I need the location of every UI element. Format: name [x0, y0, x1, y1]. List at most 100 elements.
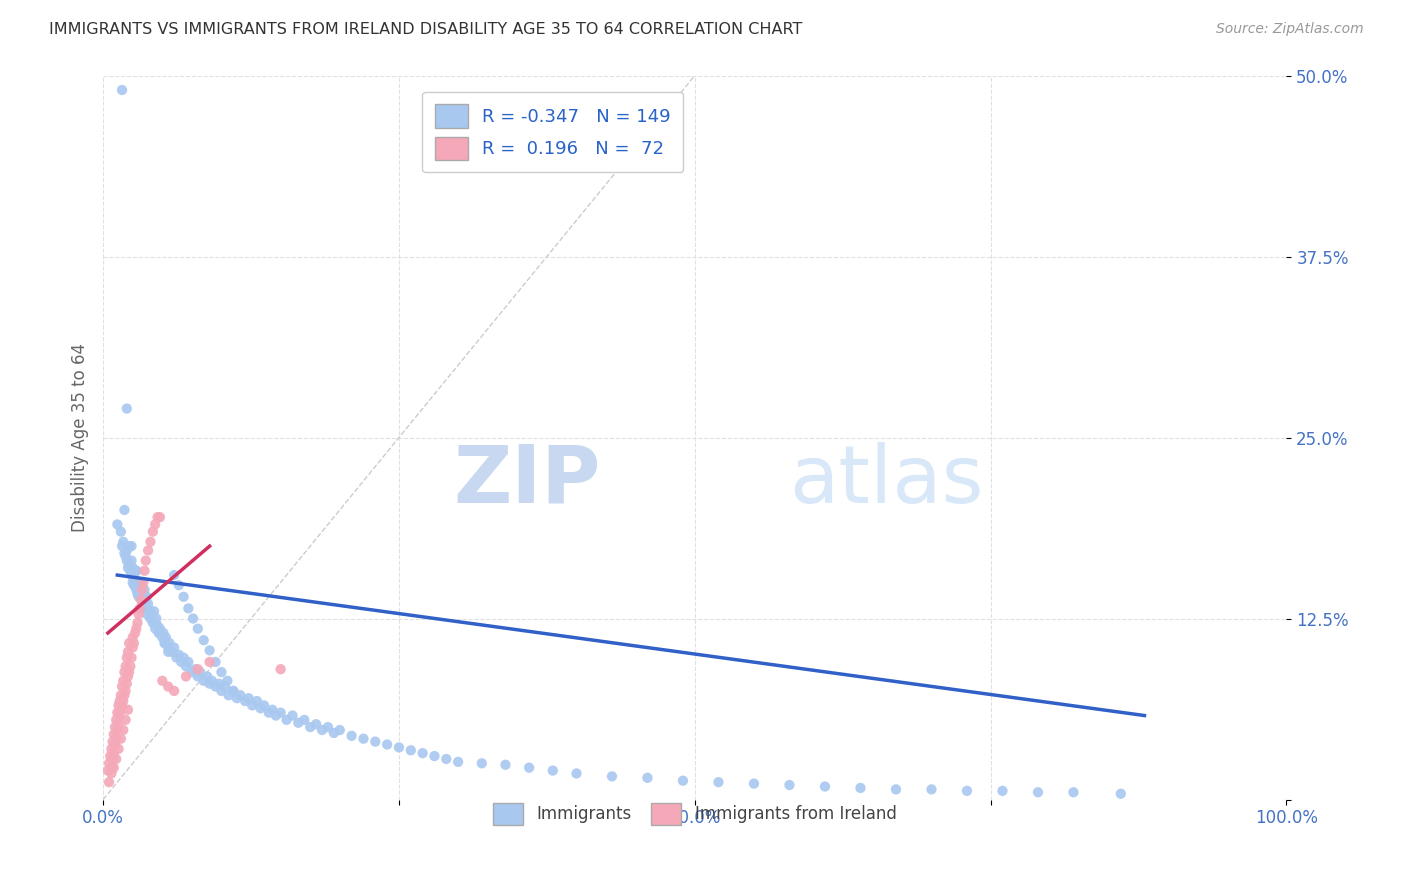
Point [233, 694, 256, 708]
Point [1109, 787, 1132, 801]
Text: ZIP: ZIP [453, 442, 600, 520]
Point [148, 626, 170, 640]
Point [131, 590, 153, 604]
Point [100, 766, 122, 780]
Point [423, 749, 446, 764]
Point [135, 592, 157, 607]
Point [167, 578, 190, 592]
Point [121, 650, 143, 665]
Point [131, 597, 153, 611]
Point [117, 645, 139, 659]
Point [118, 665, 141, 679]
Point [149, 510, 172, 524]
Point [120, 659, 142, 673]
Point [329, 723, 352, 737]
Point [238, 691, 260, 706]
Point [311, 723, 333, 737]
Point [637, 771, 659, 785]
Point [128, 582, 150, 597]
Point [246, 694, 269, 708]
Point [134, 564, 156, 578]
Point [149, 622, 172, 636]
Point [110, 731, 132, 746]
Point [129, 578, 152, 592]
Point [112, 503, 135, 517]
Point [127, 587, 149, 601]
Point [122, 578, 145, 592]
Point [97, 764, 120, 778]
Text: Source: ZipAtlas.com: Source: ZipAtlas.com [1216, 22, 1364, 37]
Text: atlas: atlas [789, 442, 984, 520]
Point [115, 543, 138, 558]
Point [434, 752, 457, 766]
Point [128, 590, 150, 604]
Point [110, 688, 132, 702]
Point [180, 665, 202, 679]
Point [114, 549, 136, 564]
Point [118, 539, 141, 553]
Point [600, 769, 623, 783]
Point [471, 756, 494, 771]
Point [121, 553, 143, 567]
Point [204, 655, 226, 669]
Point [112, 723, 135, 737]
Point [112, 665, 135, 679]
Point [105, 706, 128, 720]
Point [167, 648, 190, 662]
Point [139, 611, 162, 625]
Point [299, 720, 322, 734]
Point [132, 575, 155, 590]
Point [229, 688, 252, 702]
Point [1026, 785, 1049, 799]
Point [98, 749, 121, 764]
Point [222, 684, 245, 698]
Point [139, 534, 162, 549]
Point [150, 673, 173, 688]
Point [146, 619, 169, 633]
Point [201, 673, 224, 688]
Point [128, 575, 150, 590]
Point [388, 740, 411, 755]
Point [100, 742, 122, 756]
Point [340, 729, 363, 743]
Point [142, 615, 165, 630]
Point [211, 665, 233, 679]
Point [163, 568, 186, 582]
Point [128, 607, 150, 622]
Point [136, 597, 159, 611]
Text: IMMIGRANTS VS IMMIGRANTS FROM IRELAND DISABILITY AGE 35 TO 64 CORRELATION CHART: IMMIGRANTS VS IMMIGRANTS FROM IRELAND DI… [49, 22, 803, 37]
Point [814, 780, 837, 794]
Point [105, 731, 128, 746]
Point [1062, 785, 1084, 799]
Point [127, 615, 149, 630]
Point [124, 626, 146, 640]
Point [163, 684, 186, 698]
Point [187, 669, 209, 683]
Point [316, 720, 339, 734]
Point [240, 698, 263, 713]
Point [198, 655, 221, 669]
Point [991, 784, 1014, 798]
Point [108, 694, 131, 708]
Point [364, 734, 387, 748]
Point [322, 726, 344, 740]
Point [115, 401, 138, 416]
Point [214, 680, 236, 694]
Point [163, 640, 186, 655]
Point [98, 756, 121, 771]
Point [187, 622, 209, 636]
Point [122, 636, 145, 650]
Point [125, 622, 148, 636]
Point [138, 604, 160, 618]
Point [146, 510, 169, 524]
Point [173, 650, 195, 665]
Point [152, 626, 174, 640]
Point [541, 764, 564, 778]
Point [187, 662, 209, 676]
Point [160, 645, 183, 659]
Point [108, 708, 131, 723]
Point [125, 564, 148, 578]
Point [110, 703, 132, 717]
Point [135, 553, 157, 567]
Point [174, 659, 197, 673]
